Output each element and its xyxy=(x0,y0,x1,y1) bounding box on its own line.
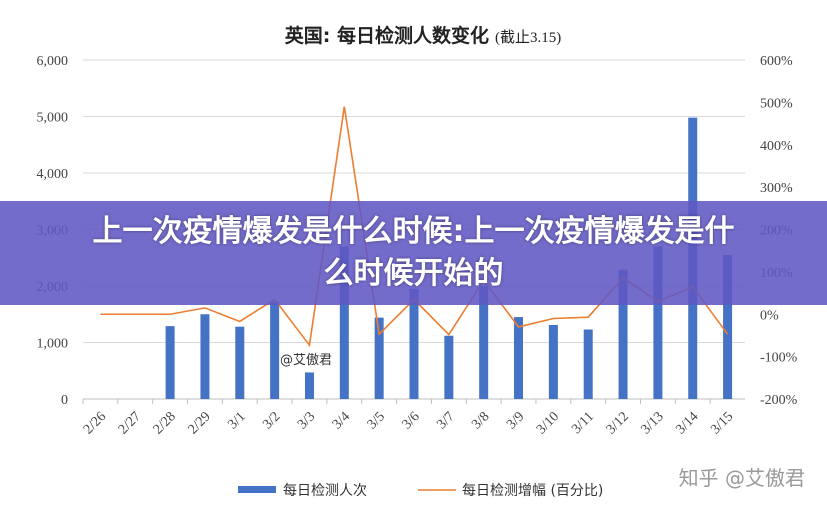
right-tick-label: 400% xyxy=(760,139,793,154)
bar xyxy=(583,329,593,399)
left-tick-label: 6,000 xyxy=(37,54,69,69)
signature: @艾傲君 xyxy=(280,353,333,368)
bar xyxy=(200,314,210,399)
left-tick-label: 5,000 xyxy=(37,111,69,126)
right-tick-label: 0% xyxy=(760,308,779,323)
bar xyxy=(374,317,384,399)
x-tick-label: 3/3 xyxy=(295,409,318,432)
right-tick-label: 300% xyxy=(760,181,793,196)
x-tick-label: 3/9 xyxy=(504,409,527,432)
x-tick-label: 3/13 xyxy=(639,409,667,437)
left-tick-label: 4,000 xyxy=(37,167,69,182)
x-tick-label: 3/15 xyxy=(708,409,736,437)
bar xyxy=(270,301,280,399)
right-tick-label: -100% xyxy=(760,351,798,366)
bar xyxy=(548,324,558,399)
legend-swatch-bar xyxy=(238,486,276,493)
bar xyxy=(409,288,419,399)
right-tick-label: -200% xyxy=(760,393,798,408)
title-banner: 上一次疫情爆发是什么时候:上一次疫情爆发是什么时候开始的 xyxy=(0,201,827,305)
right-tick-label: 600% xyxy=(760,54,793,69)
legend-label-bar: 每日检测人次 xyxy=(283,483,367,499)
bar xyxy=(653,246,663,399)
bar xyxy=(618,269,628,399)
x-tick-label: 2/26 xyxy=(81,409,109,437)
x-tick-label: 3/1 xyxy=(225,409,248,432)
x-tick-label: 3/10 xyxy=(534,409,562,437)
x-tick-label: 3/2 xyxy=(260,409,283,432)
left-tick-label: 1,000 xyxy=(37,337,69,352)
x-tick-label: 3/4 xyxy=(330,409,353,432)
chart-title: 英国: 每日检测人数变化 (截止3.15) xyxy=(285,24,561,47)
x-tick-label: 3/7 xyxy=(434,409,457,432)
x-tick-label: 3/11 xyxy=(569,409,597,437)
right-tick-label: 500% xyxy=(760,96,793,111)
legend-label-line: 每日检测增幅 (百分比) xyxy=(462,483,603,499)
x-tick-label: 3/12 xyxy=(604,409,632,437)
x-tick-label: 3/6 xyxy=(400,409,423,432)
bar xyxy=(723,254,733,399)
x-tick-label: 2/27 xyxy=(116,409,144,437)
banner-text: 上一次疫情爆发是什么时候:上一次疫情爆发是什么时候开始的 xyxy=(92,214,735,291)
bar xyxy=(165,326,175,399)
bar xyxy=(514,317,524,399)
x-tick-label: 2/28 xyxy=(151,409,179,437)
bar xyxy=(339,246,349,399)
left-tick-label: 0 xyxy=(61,393,68,408)
x-tick-label: 3/14 xyxy=(673,409,701,437)
bar xyxy=(304,372,314,399)
bar xyxy=(444,335,454,399)
x-tick-label: 2/29 xyxy=(186,409,214,437)
bar xyxy=(479,286,489,399)
watermark: 知乎 @艾傲君 xyxy=(678,466,805,490)
x-tick-label: 3/5 xyxy=(365,409,388,432)
x-tick-label: 3/8 xyxy=(469,409,492,432)
bar xyxy=(235,326,245,399)
